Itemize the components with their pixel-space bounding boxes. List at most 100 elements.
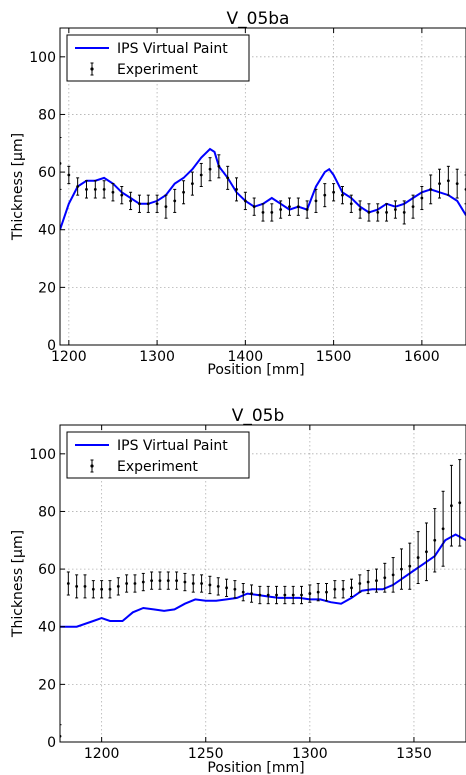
x-tick-label: 1200 <box>51 349 87 365</box>
data-point-experiment <box>261 211 265 214</box>
y-tick-label: 20 <box>38 280 56 296</box>
data-point-experiment <box>133 582 137 585</box>
data-point-experiment <box>300 593 303 597</box>
data-point-experiment <box>416 556 420 559</box>
y-tick-label: 100 <box>29 447 56 463</box>
data-point-experiment <box>67 173 71 177</box>
y-axis-title: Thickness [μm] <box>10 530 26 638</box>
y-tick-label: 40 <box>38 223 56 239</box>
x-tick-label: 1250 <box>188 746 224 762</box>
x-tick-label: 1600 <box>404 349 440 365</box>
legend-box <box>66 431 250 479</box>
plot-area <box>60 459 466 742</box>
data-point-experiment <box>216 584 220 588</box>
data-point-experiment <box>402 211 406 214</box>
data-point-experiment <box>91 587 95 591</box>
x-tick-label: 1300 <box>139 349 175 365</box>
data-point-experiment <box>243 199 247 203</box>
legend-label-ips-virtual-paint: IPS Virtual Paint <box>117 41 228 57</box>
data-point-experiment <box>385 211 388 214</box>
data-point-experiment <box>120 193 124 197</box>
data-point-experiment <box>200 582 203 585</box>
data-point-experiment <box>341 193 344 197</box>
data-point-experiment <box>150 579 154 583</box>
data-point-experiment <box>155 202 159 206</box>
data-point-experiment <box>258 593 262 597</box>
data-point-experiment <box>358 582 362 585</box>
data-point-experiment <box>350 586 353 590</box>
y-tick-label: 60 <box>38 165 56 181</box>
data-point-experiment <box>332 190 336 194</box>
data-point-experiment <box>455 182 459 186</box>
data-point-experiment <box>208 167 212 171</box>
chart-title: V_05ba <box>227 9 290 29</box>
legend: IPS Virtual Paint Experiment <box>66 431 250 479</box>
data-point-experiment <box>341 587 345 591</box>
data-point-experiment <box>325 590 328 594</box>
data-point-experiment <box>358 208 362 211</box>
data-point-experiment <box>191 582 195 585</box>
data-point-experiment <box>166 579 170 583</box>
data-point-experiment <box>314 199 318 203</box>
y-tick-label: 0 <box>47 735 56 751</box>
data-point-experiment <box>367 211 371 214</box>
data-point-experiment <box>308 592 312 595</box>
data-point-experiment <box>116 584 120 588</box>
data-point-experiment <box>217 164 221 168</box>
data-point-experiment <box>408 564 412 568</box>
data-point-experiment <box>391 573 395 577</box>
data-point-experiment <box>138 202 141 206</box>
y-tick-label: 60 <box>38 562 56 578</box>
data-point-experiment <box>288 205 291 209</box>
data-point-experiment <box>85 187 88 191</box>
data-point-experiment <box>226 176 230 180</box>
y-tick-label: 0 <box>47 338 56 354</box>
data-point-experiment <box>183 580 187 584</box>
data-point-experiment <box>323 193 327 197</box>
data-point-experiment <box>411 205 415 209</box>
legend-swatch-point <box>90 464 94 468</box>
data-point-experiment <box>458 501 462 505</box>
data-point-experiment <box>316 590 320 594</box>
data-point-experiment <box>111 190 115 194</box>
data-point-experiment <box>450 504 453 508</box>
data-point-experiment <box>208 583 212 587</box>
y-tick-label: 100 <box>29 50 56 66</box>
data-point-experiment <box>66 582 70 585</box>
data-point-experiment <box>275 593 278 597</box>
data-point-experiment <box>266 593 270 597</box>
y-tick-label: 40 <box>38 620 56 636</box>
x-tick-label: 1400 <box>228 349 264 365</box>
data-point-experiment <box>93 187 97 191</box>
data-point-experiment <box>146 202 150 206</box>
data-point-experiment <box>376 211 380 214</box>
data-point-experiment <box>83 584 87 588</box>
data-point-experiment <box>141 580 145 584</box>
data-point-experiment <box>279 208 283 211</box>
legend-label-ips-virtual-paint: IPS Virtual Paint <box>117 438 228 454</box>
y-tick-label: 20 <box>38 677 56 693</box>
data-point-experiment <box>182 190 185 194</box>
x-tick-label: 1200 <box>84 746 120 762</box>
legend-label-experiment: Experiment <box>117 62 198 78</box>
data-point-experiment <box>100 587 104 591</box>
data-point-experiment <box>349 202 353 206</box>
data-point-experiment <box>102 187 106 191</box>
data-point-experiment <box>252 205 256 209</box>
chart-2: 1200 1250 1300 1350 0 20 40 60 80 100 V_05b Positio… <box>10 406 466 775</box>
data-point-experiment <box>429 187 433 191</box>
data-point-experiment <box>383 576 387 580</box>
data-point-experiment <box>164 205 168 209</box>
plot-area <box>60 137 466 231</box>
plot-frame <box>59 27 466 346</box>
legend-label-experiment: Experiment <box>117 459 198 475</box>
x-axis-title: Position [mm] <box>207 760 304 775</box>
x-tick-label: 1350 <box>396 746 432 762</box>
data-point-experiment <box>425 550 428 554</box>
legend-box <box>66 34 250 82</box>
data-point-experiment <box>296 205 300 209</box>
data-point-experiment <box>375 579 378 583</box>
data-point-experiment <box>76 185 80 188</box>
data-point-experiment <box>366 580 370 584</box>
